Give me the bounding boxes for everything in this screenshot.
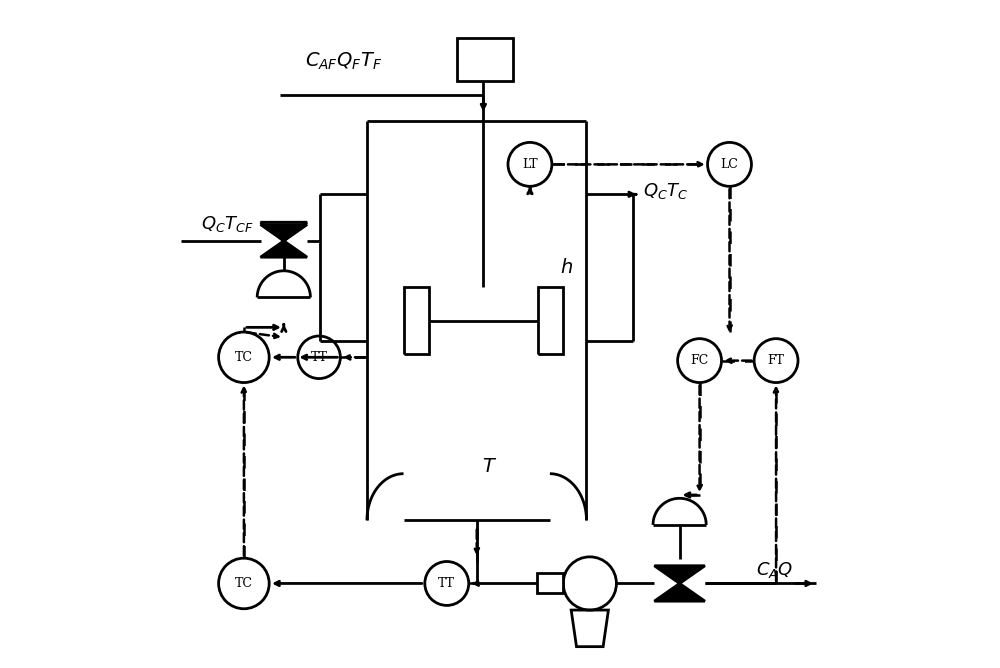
Polygon shape xyxy=(654,566,705,601)
Polygon shape xyxy=(261,224,307,257)
Text: $h$: $h$ xyxy=(560,258,573,277)
Text: LC: LC xyxy=(721,158,738,171)
Text: FT: FT xyxy=(768,354,785,367)
Bar xyxy=(537,574,563,593)
Text: $Q_CT_C$: $Q_CT_C$ xyxy=(643,181,688,201)
Bar xyxy=(457,38,513,81)
Text: $T$: $T$ xyxy=(482,458,498,476)
Text: $C_{AF}Q_FT_F$: $C_{AF}Q_FT_F$ xyxy=(305,51,382,72)
Text: TT: TT xyxy=(311,351,328,364)
Text: TC: TC xyxy=(235,351,253,364)
Text: $C_AQ$: $C_AQ$ xyxy=(756,560,793,580)
Text: LT: LT xyxy=(522,158,538,171)
Text: FC: FC xyxy=(690,354,709,367)
Text: TT: TT xyxy=(438,577,455,590)
Text: TC: TC xyxy=(235,577,253,590)
Text: $Q_CT_{CF}$: $Q_CT_{CF}$ xyxy=(201,214,253,234)
